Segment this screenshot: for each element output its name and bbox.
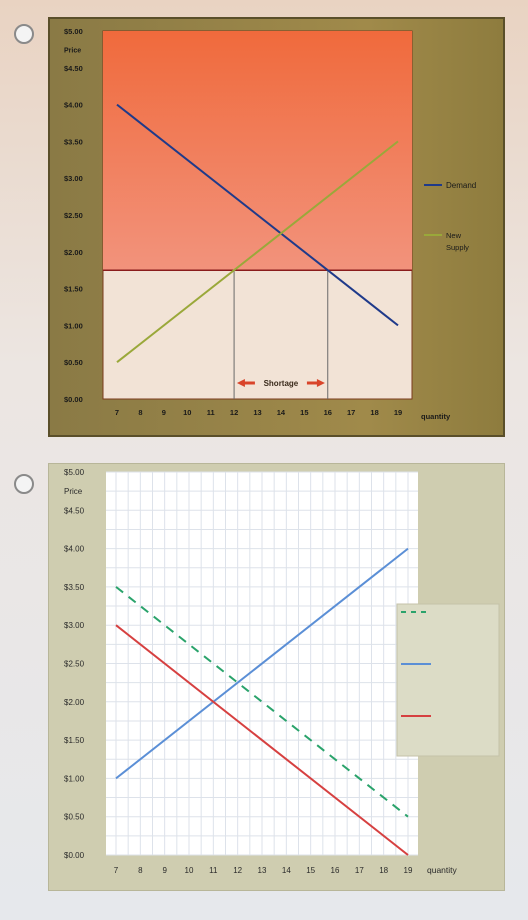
x-tick-label: 18 [370,408,378,417]
series-line-new-supply [116,140,399,363]
chart-2: $0.00 $0.50 $1.00 $1.50 $2.00 $2.50 $3.00 $3.50… [64,468,500,875]
x-tick-label: 17 [347,408,355,417]
x-axis-label: quantity [427,865,458,875]
y-tick-label: $4.50 [64,64,83,73]
chart-1-frame: Shortage $0.00 $0.50 $1.00 $1.50 $2.00 $2.50 $3… [48,17,505,437]
x-tick-label: 14 [277,408,286,417]
above-ceiling-region [103,31,412,271]
y-tick-label: $3.00 [64,621,85,630]
answer-option-1: Shortage $0.00 $0.50 $1.00 $1.50 $2.00 $2.50 $3… [0,0,528,450]
y-tick-label: $2.50 [64,660,85,669]
y-tick-label: $3.50 [64,583,85,592]
y-tick-label: $3.50 [64,137,83,146]
y-tick-label: $4.00 [64,545,85,554]
y-tick-label: $5.00 [64,27,83,36]
legend-label-demand: Demand [446,181,476,190]
y-tick-label: $0.00 [64,395,83,404]
y-tick-label: $1.00 [64,774,85,783]
series-line-2 [115,547,409,780]
shortage-label: Shortage [264,379,299,388]
y-tick-label: $2.00 [64,248,83,257]
y-tick-label: $1.00 [64,321,83,330]
x-tick-label: 11 [209,866,218,875]
option-1-radio-button[interactable] [14,24,34,44]
legend-label-new-supply: New [446,231,462,240]
x-tick-label: 14 [282,866,291,875]
legend-label-new-supply-line2: Supply [446,243,469,252]
x-tick-label: 8 [138,408,142,417]
series-line-3 [115,624,409,856]
x-tick-label: 18 [379,866,388,875]
y-tick-label: $1.50 [64,285,83,294]
x-tick-label: 13 [253,408,261,417]
shortage-arrow-right [306,379,325,387]
x-tick-label: 19 [394,408,402,417]
y-tick-label: $0.50 [64,358,83,367]
series-line-demand [116,103,399,327]
x-tick-label: 7 [115,408,119,417]
y-tick-label: $4.00 [64,101,83,110]
x-axis-label: quantity [421,412,451,421]
x-tick-label: 15 [300,408,308,417]
x-tick-label: 12 [233,866,242,875]
x-tick-label: 10 [185,866,194,875]
x-tick-label: 16 [331,866,340,875]
answer-option-2: $0.00 $0.50 $1.00 $1.50 $2.00 $2.50 $3.00 $3.50… [0,450,528,920]
x-tick-label: 7 [114,866,119,875]
legend-box [396,603,500,757]
y-axis-label: Price [64,487,83,496]
y-axis-label: Price [64,47,81,54]
y-tick-label: $5.00 [64,468,85,477]
series-line-1 [115,586,409,818]
shortage-arrow-left [236,379,255,387]
y-tick-label: $1.50 [64,736,85,745]
y-tick-label: $0.00 [64,851,85,860]
x-tick-label: 19 [404,866,413,875]
x-tick-label: 8 [138,866,143,875]
x-tick-label: 9 [162,866,167,875]
x-tick-label: 15 [306,866,315,875]
x-tick-label: 9 [162,408,166,417]
y-tick-label: $0.50 [64,813,85,822]
x-tick-label: 13 [258,866,267,875]
x-tick-label: 12 [230,408,238,417]
x-tick-label: 16 [324,408,332,417]
option-2-radio-button[interactable] [14,474,34,494]
y-tick-label: $3.00 [64,174,83,183]
chart-1: Shortage $0.00 $0.50 $1.00 $1.50 $2.00 $2.50 $3… [64,27,476,421]
x-tick-label: 17 [355,866,364,875]
chart-2-frame: $0.00 $0.50 $1.00 $1.50 $2.00 $2.50 $3.00 $3.50… [48,463,505,891]
y-tick-label: $4.50 [64,506,85,515]
x-tick-label: 11 [207,408,215,417]
y-tick-label: $2.50 [64,211,83,220]
x-tick-label: 10 [183,408,191,417]
y-tick-label: $2.00 [64,698,85,707]
